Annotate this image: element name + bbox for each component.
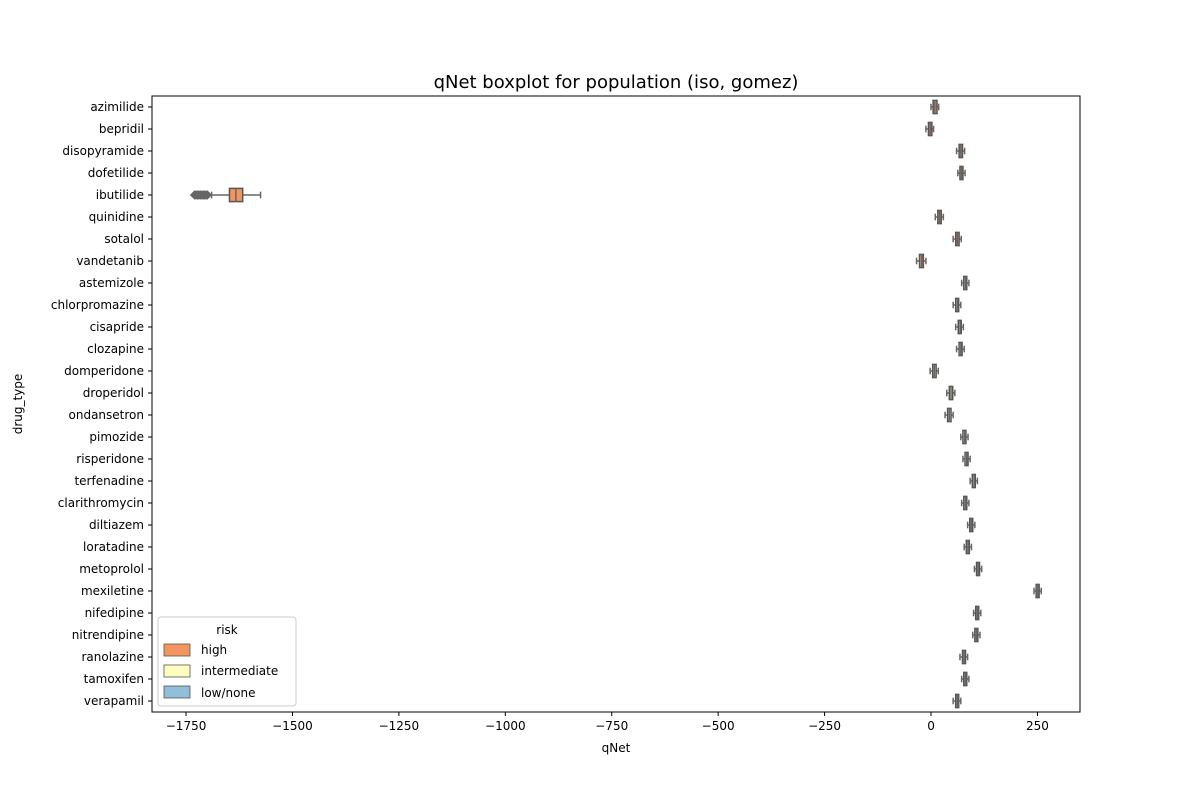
x-axis: −1750 −1500 −1250 −1000 −750 −500 −250 0 250 (166, 712, 1049, 733)
box-sotalol (952, 231, 962, 247)
y-tick-label: metoprolol (79, 562, 144, 576)
x-tick-label: −500 (702, 719, 735, 733)
box-ibutilide (189, 187, 262, 203)
y-tick-label: ibutilide (96, 188, 144, 202)
y-tick-label: nifedipine (85, 606, 144, 620)
box-vandetanib (915, 253, 927, 269)
legend-label-intermediate: intermediate (201, 664, 278, 678)
y-tick-label: risperidone (76, 452, 144, 466)
y-tick-label: ranolazine (81, 650, 144, 664)
x-tick-label: −1000 (485, 719, 526, 733)
box-metoprolol (973, 561, 983, 577)
legend-title: risk (216, 623, 238, 637)
box-nifedipine (972, 605, 982, 621)
y-tick-label: chlorpromazine (51, 298, 144, 312)
y-tick-label: loratadine (83, 540, 144, 554)
y-axis: azimilide bepridil disopyramide dofetilide i… (51, 100, 152, 708)
box-domperidone (929, 363, 939, 379)
legend-label-low-none: low/none (201, 686, 255, 700)
y-tick-label: quinidine (89, 210, 144, 224)
box-diltiazem (966, 517, 976, 533)
legend-swatch-low-none (163, 685, 191, 699)
box-chlorpromazine (952, 297, 962, 313)
x-axis-label: qNet (602, 741, 631, 755)
box-azimilide (930, 99, 940, 115)
x-tick-label: 250 (1026, 719, 1049, 733)
y-tick-label: sotalol (104, 232, 144, 246)
y-tick-label: verapamil (84, 694, 144, 708)
y-tick-label: droperidol (83, 386, 144, 400)
y-tick-label: ondansetron (69, 408, 144, 422)
x-tick-label: −750 (595, 719, 628, 733)
chart-title: qNet boxplot for population (iso, gomez) (434, 72, 799, 93)
box-cisapride (954, 319, 965, 335)
box-mexiletine (1033, 583, 1043, 599)
box-astemizole (960, 275, 970, 291)
box-nitrendipine (971, 627, 981, 643)
x-tick-label: −1750 (166, 719, 207, 733)
box-ondansetron (944, 407, 954, 423)
y-axis-label: drug_type (11, 374, 25, 435)
y-tick-label: domperidone (64, 364, 144, 378)
box-terfenadine (969, 473, 979, 489)
y-tick-label: bepridil (99, 122, 144, 136)
box-clozapine (955, 341, 965, 357)
x-tick-label: 0 (927, 719, 935, 733)
y-tick-label: mexiletine (81, 584, 144, 598)
box-loratadine (963, 539, 973, 555)
y-tick-label: tamoxifen (84, 672, 144, 686)
y-tick-label: pimozide (89, 430, 144, 444)
box-risperidone (962, 451, 971, 467)
x-tick-label: −1500 (272, 719, 313, 733)
box-clarithromycin (960, 495, 970, 511)
outlier-point (202, 190, 213, 200)
box-ranolazine (959, 649, 969, 665)
y-tick-label: azimilide (90, 100, 144, 114)
box-tamoxifen (960, 671, 970, 687)
y-tick-label: vandetanib (76, 254, 144, 268)
x-tick-label: −1250 (379, 719, 420, 733)
y-tick-label: clarithromycin (58, 496, 144, 510)
legend-frame (157, 616, 297, 707)
box-quinidine (934, 209, 945, 225)
y-tick-label: diltiazem (89, 518, 144, 532)
box-verapamil (952, 693, 962, 709)
y-tick-label: disopyramide (62, 144, 144, 158)
boxes (189, 99, 1043, 709)
box-dofetilide (957, 165, 966, 181)
x-tick-label: −250 (808, 719, 841, 733)
box-pimozide (960, 429, 969, 445)
legend-label-high: high (201, 643, 227, 657)
y-tick-label: cisapride (90, 320, 144, 334)
plot-frame (151, 95, 1081, 713)
y-tick-label: dofetilide (88, 166, 144, 180)
legend-swatch-high (163, 643, 191, 657)
box-bepridil (925, 121, 935, 137)
y-tick-label: clozapine (87, 342, 144, 356)
box-droperidol (946, 385, 956, 401)
y-tick-label: nitrendipine (72, 628, 144, 642)
y-tick-label: terfenadine (74, 474, 144, 488)
y-tick-label: astemizole (79, 276, 144, 290)
legend-swatch-intermediate (163, 664, 191, 678)
legend: risk high intermediate low/none (157, 616, 297, 707)
box-disopyramide (955, 143, 966, 159)
